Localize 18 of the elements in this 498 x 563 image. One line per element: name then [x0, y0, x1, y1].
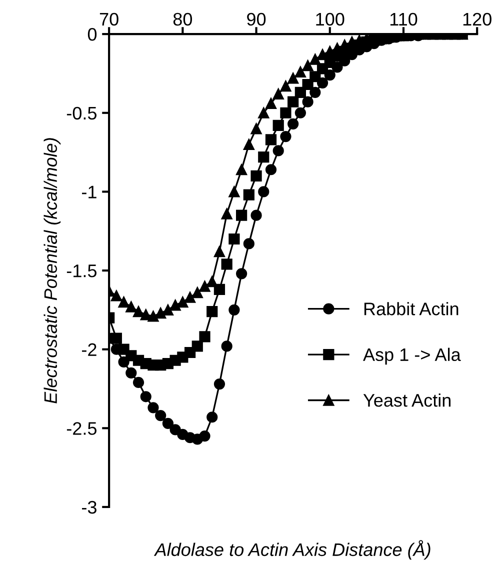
- y-tick-label: -2: [82, 343, 96, 356]
- x-tick-label: 80: [173, 12, 192, 26]
- y-tick-label: -1.5: [66, 264, 96, 278]
- x-tick-label: 120: [463, 12, 492, 26]
- legend-label: Rabbit Actin: [364, 302, 458, 316]
- legend-label: Asp 1 -> Ala: [363, 348, 461, 365]
- y-tick-label: -0.5: [66, 106, 96, 120]
- y-tick-label: -1: [82, 186, 96, 198]
- x-tick-label: 110: [390, 12, 418, 26]
- x-axis-title: Aldolase to Actin Axis Distance (Å): [154, 540, 430, 560]
- x-tick-label: 70: [100, 12, 118, 26]
- y-tick-label: -3: [82, 500, 96, 514]
- legend-label: Yeast Actin: [363, 394, 450, 407]
- x-tick-label: 90: [247, 12, 266, 26]
- y-tick-label: -2.5: [66, 422, 96, 435]
- x-tick-label: 100: [316, 12, 344, 26]
- y-tick-label: 0: [88, 28, 97, 41]
- y-axis-title: Electrostatic Potential (kcal/mole): [44, 138, 61, 404]
